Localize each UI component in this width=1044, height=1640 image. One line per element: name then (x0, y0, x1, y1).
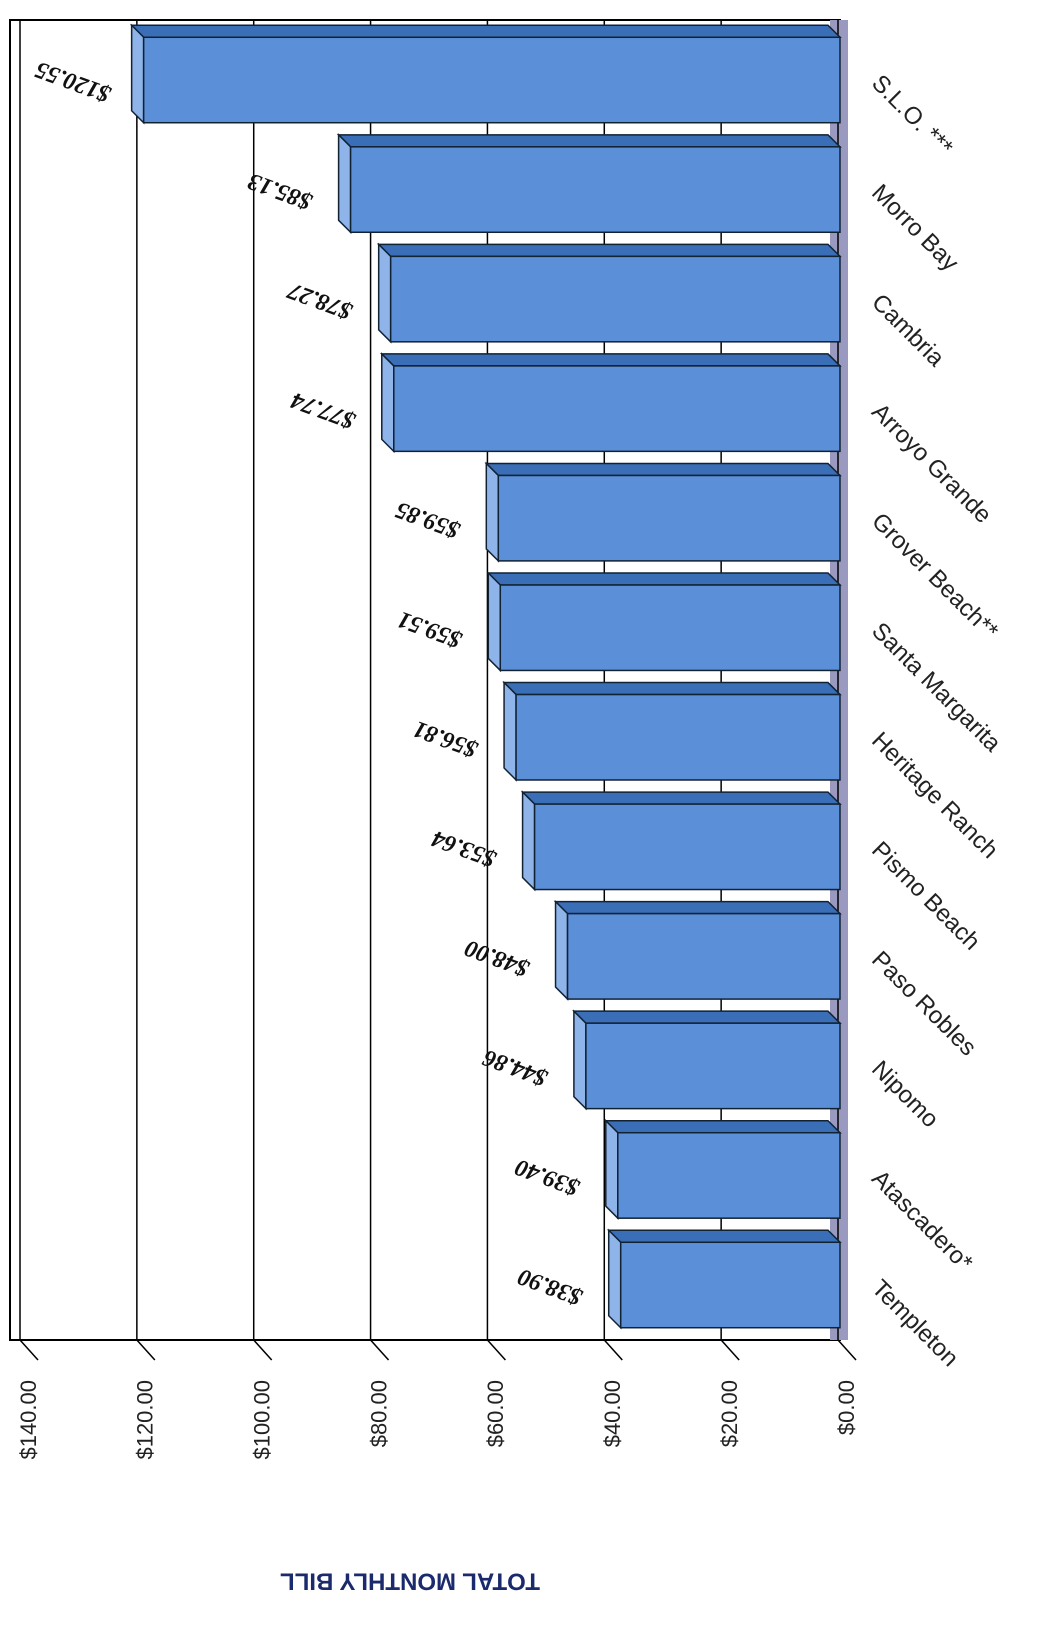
bar (617, 1131, 841, 1219)
y-axis-title: TOTAL MONTHLY BILL (280, 1568, 540, 1595)
y-tick-label: $0.00 (834, 1380, 859, 1435)
bar-side (336, 134, 842, 148)
tick-mark (603, 1339, 623, 1361)
x-tick-label: Cambria (866, 289, 950, 373)
y-tick-label: $100.00 (250, 1380, 275, 1460)
bar-top (607, 1228, 622, 1330)
rotated-chart: TOTAL MONTHLY BILL $0.00 $20.00 $40.00 $60.… (9, 19, 1007, 1595)
bar-side (520, 791, 842, 805)
bar (515, 693, 841, 781)
bar (585, 1022, 841, 1110)
bar-side (376, 243, 842, 258)
y-tick-label: $140.00 (16, 1380, 41, 1460)
y-tick-label: $120.00 (133, 1380, 158, 1460)
bar-side (129, 24, 842, 39)
tick-mark (253, 1339, 273, 1361)
x-tick-label: Atascadero* (866, 1165, 978, 1277)
bar-top (554, 899, 569, 1001)
bar (566, 912, 841, 1000)
tick-mark (19, 1339, 39, 1361)
bar-top (487, 571, 502, 673)
bar (497, 474, 841, 562)
bar-top (521, 790, 536, 892)
x-tick-label: Pismo Beach (866, 836, 985, 955)
plot-floor (830, 20, 848, 1340)
bar (349, 146, 841, 234)
bar-top (381, 352, 395, 454)
x-tick-label: Nipomo (866, 1056, 944, 1134)
bar-side (606, 1229, 842, 1244)
x-tick-label: Templeton (866, 1275, 963, 1372)
y-tick-label: $60.00 (483, 1380, 508, 1447)
bar-side (603, 1119, 842, 1134)
y-tick-label: $40.00 (600, 1380, 625, 1447)
bar-side (486, 572, 842, 586)
tick-mark (837, 1339, 857, 1361)
bar-side (553, 900, 842, 915)
tick-mark (136, 1339, 156, 1361)
x-tick-label: Morro Bay (866, 179, 963, 276)
bar-side (484, 462, 842, 477)
bar-side (379, 353, 842, 367)
tick-mark (486, 1339, 506, 1361)
bar (389, 255, 841, 343)
bar-top (337, 133, 352, 235)
bar (619, 1241, 841, 1329)
bar-top (573, 1009, 587, 1111)
tick-mark (720, 1339, 740, 1361)
bar (499, 584, 841, 672)
x-tick-label: Paso Robles (866, 946, 981, 1061)
bar-top (503, 680, 517, 782)
bar-top (605, 1118, 619, 1220)
x-tick-label: S.L.O. *** (866, 70, 958, 162)
bar (393, 365, 841, 453)
bar (533, 803, 841, 891)
tick-mark (370, 1339, 390, 1361)
bar (142, 36, 841, 124)
bar-top (485, 461, 500, 563)
bar-side (572, 1010, 842, 1024)
bar-top (130, 23, 145, 125)
bar-top (377, 242, 392, 344)
y-tick-label: $80.00 (366, 1380, 391, 1447)
bar-side (502, 681, 842, 696)
y-tick-label: $20.00 (717, 1380, 742, 1447)
